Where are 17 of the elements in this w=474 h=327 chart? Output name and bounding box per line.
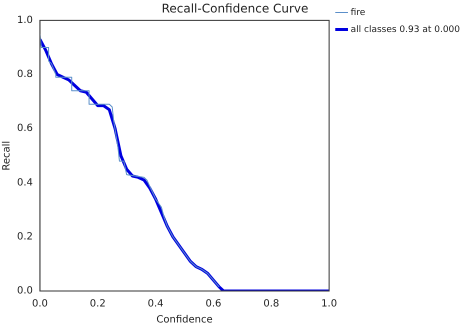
x-tick-label: 1.0 — [321, 298, 338, 310]
x-tick-label: 0.2 — [90, 298, 106, 310]
x-axis-title: Confidence — [156, 314, 213, 326]
legend-label: fire — [350, 8, 366, 18]
y-tick-label: 0.2 — [16, 231, 33, 242]
legend-label: all classes 0.93 at 0.000 — [350, 24, 460, 35]
x-tick-label: 0.4 — [148, 298, 164, 310]
x-tick-label: 0.0 — [32, 298, 48, 310]
chart-title: Recall-Confidence Curve — [162, 1, 308, 16]
y-tick-label: 0.6 — [16, 123, 33, 134]
y-tick-label: 0.4 — [16, 177, 33, 188]
x-tick-label: 0.6 — [205, 298, 222, 310]
y-tick-label: 0.0 — [16, 286, 33, 297]
y-tick-label: 0.8 — [16, 69, 33, 80]
y-axis-title: Recall — [2, 140, 13, 171]
x-tick-label: 0.8 — [263, 298, 280, 310]
y-tick-label: 1.0 — [16, 14, 33, 26]
